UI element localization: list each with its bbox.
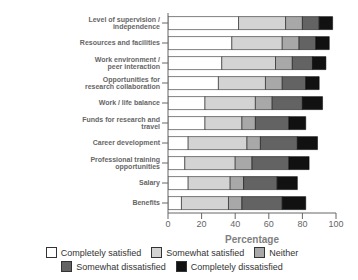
html-text:Completely dissatisfied: Completely dissatisfied	[190, 261, 283, 272]
html-text:Completely satisfied: Completely satisfied	[60, 247, 142, 258]
svg-text:0: 0	[165, 219, 170, 229]
svg-text:Percentage: Percentage	[225, 234, 279, 245]
html-text:Neither: Neither	[269, 247, 299, 258]
svg-text:Career development: Career development	[93, 139, 161, 147]
svg-text:40: 40	[230, 219, 240, 229]
svg-text:Work / life balance: Work / life balance	[99, 99, 160, 106]
svg-text:Level of supervision /independ: Level of supervision /independence	[88, 16, 160, 31]
svg-text:Professional trainingopportuni: Professional trainingopportunities	[90, 156, 160, 171]
svg-text:80: 80	[297, 219, 307, 229]
svg-text:Work environment /peer interac: Work environment /peer interaction	[95, 56, 160, 71]
svg-text:Opportunities forresearch coll: Opportunities forresearch collaboration	[85, 76, 160, 90]
svg-text:60: 60	[264, 219, 274, 229]
svg-text:100: 100	[328, 219, 343, 229]
html-text:Somewhat satisfied: Somewhat satisfied	[166, 247, 245, 258]
svg-text:Salary: Salary	[139, 179, 160, 187]
svg-text:20: 20	[197, 219, 207, 229]
svg-text:Resources and facilities: Resources and facilities	[80, 39, 160, 46]
html-text:Somewhat dissatisfied: Somewhat dissatisfied	[76, 261, 166, 272]
svg-text:Funds for research andtravel: Funds for research andtravel	[82, 116, 160, 130]
svg-text:Benefits: Benefits	[132, 199, 160, 206]
